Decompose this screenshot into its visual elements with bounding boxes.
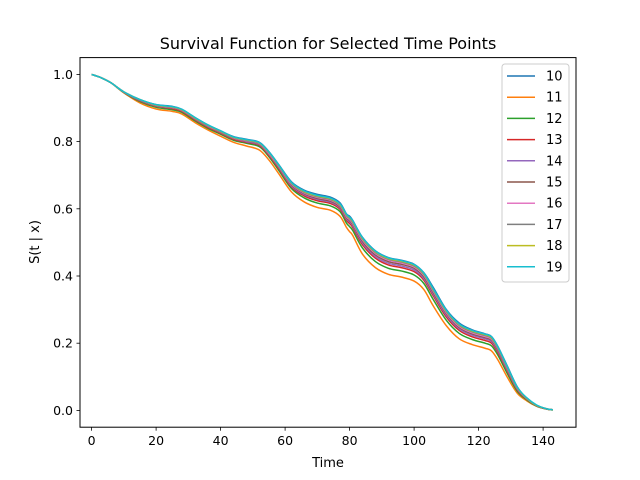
series-line-12 bbox=[91, 73, 553, 411]
legend-label-11: 11 bbox=[546, 91, 563, 106]
legend-label-14: 14 bbox=[546, 154, 563, 169]
series-line-11 bbox=[91, 73, 553, 411]
x-tick-label: 40 bbox=[213, 433, 229, 448]
x-axis-ticks: 0 20 40 60 80 100 120 140 bbox=[88, 427, 555, 448]
legend-label-15: 15 bbox=[546, 176, 563, 191]
x-tick-label: 140 bbox=[531, 433, 555, 448]
y-tick-label: 0.6 bbox=[53, 201, 73, 216]
legend-label-10: 10 bbox=[546, 70, 563, 85]
y-tick-label: 0.4 bbox=[53, 269, 73, 284]
x-axis-label: Time bbox=[311, 456, 344, 471]
y-axis-ticks: 0.0 0.2 0.4 0.6 0.8 1.0 bbox=[53, 67, 80, 418]
plot-lines bbox=[91, 73, 553, 411]
x-tick-label: 120 bbox=[467, 433, 491, 448]
y-tick-label: 0.0 bbox=[53, 403, 73, 418]
axes-frame bbox=[79, 57, 577, 428]
x-tick-label: 0 bbox=[88, 433, 96, 448]
legend-label-19: 19 bbox=[546, 260, 563, 275]
x-tick-label: 100 bbox=[402, 433, 426, 448]
chart-title: Survival Function for Selected Time Poin… bbox=[160, 34, 497, 53]
x-tick-label: 20 bbox=[148, 433, 164, 448]
y-tick-label: 0.8 bbox=[53, 134, 73, 149]
series-line-19 bbox=[91, 73, 553, 411]
y-axis-label: S(t | x) bbox=[28, 220, 43, 264]
x-tick-label: 80 bbox=[342, 433, 358, 448]
y-tick-label: 0.2 bbox=[53, 336, 73, 351]
x-tick-label: 60 bbox=[277, 433, 293, 448]
legend-label-13: 13 bbox=[546, 133, 563, 148]
legend-label-18: 18 bbox=[546, 239, 563, 254]
legend-label-16: 16 bbox=[546, 197, 563, 212]
legend: 10 11 12 13 14 15 16 17 18 19 bbox=[501, 63, 570, 283]
legend-label-12: 12 bbox=[546, 112, 563, 127]
legend-label-17: 17 bbox=[546, 218, 563, 233]
y-tick-label: 1.0 bbox=[53, 67, 73, 82]
